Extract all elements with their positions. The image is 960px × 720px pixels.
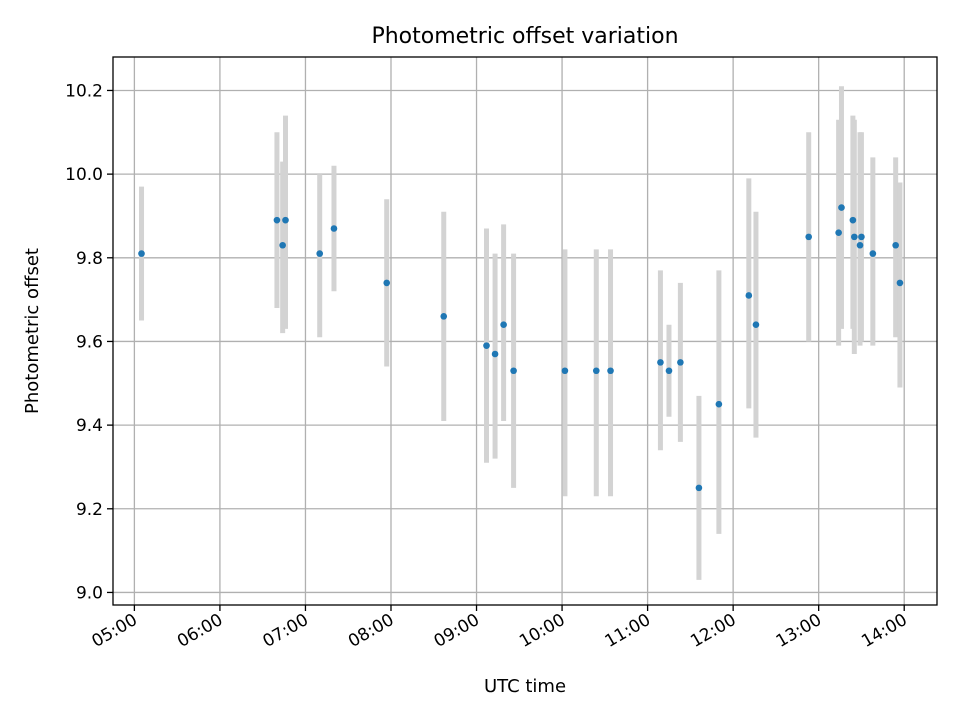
data-point bbox=[856, 241, 864, 249]
y-tick-label: 10.0 bbox=[65, 165, 103, 185]
data-point bbox=[805, 233, 812, 241]
data-point bbox=[383, 279, 391, 287]
y-tick-label: 10.2 bbox=[65, 81, 103, 101]
data-points bbox=[138, 204, 904, 492]
y-tick-label: 9.0 bbox=[76, 583, 103, 603]
y-tick-label: 9.2 bbox=[76, 500, 103, 520]
data-point bbox=[715, 400, 723, 408]
data-point bbox=[695, 484, 703, 492]
data-point bbox=[330, 225, 338, 232]
data-point bbox=[561, 367, 569, 375]
data-point bbox=[838, 204, 845, 211]
y-axis-label: Photometric offset bbox=[22, 248, 43, 414]
data-point bbox=[657, 359, 664, 366]
data-point bbox=[316, 250, 324, 257]
data-point bbox=[869, 250, 877, 257]
data-point bbox=[849, 216, 857, 224]
data-point bbox=[892, 241, 899, 249]
chart-title: Photometric offset variation bbox=[371, 24, 678, 49]
data-point bbox=[483, 342, 490, 349]
x-grid bbox=[133, 57, 905, 605]
plot-frame bbox=[112, 56, 938, 606]
y-tick-label: 9.8 bbox=[76, 249, 103, 269]
data-point bbox=[440, 313, 448, 320]
x-axis-label: UTC time bbox=[484, 676, 566, 697]
data-point bbox=[510, 367, 517, 375]
data-point bbox=[138, 250, 145, 257]
data-point bbox=[677, 359, 684, 366]
data-point bbox=[835, 229, 842, 236]
data-point bbox=[607, 367, 614, 375]
data-point bbox=[592, 367, 600, 375]
data-point bbox=[500, 321, 507, 329]
plot-area-background bbox=[113, 57, 937, 605]
data-point bbox=[491, 350, 499, 358]
data-point bbox=[896, 279, 904, 287]
data-point bbox=[752, 321, 760, 329]
data-point bbox=[745, 292, 753, 299]
data-point bbox=[279, 241, 286, 249]
y-tick-label: 9.6 bbox=[76, 332, 103, 352]
data-point bbox=[282, 216, 289, 224]
data-point bbox=[858, 233, 865, 241]
y-ticks: 9.0 9.2 9.4 9.6 9.8 10.0 10.2 bbox=[65, 81, 113, 603]
data-point bbox=[273, 216, 281, 224]
y-tick-label: 9.4 bbox=[76, 416, 103, 436]
data-point bbox=[851, 233, 858, 241]
data-point bbox=[665, 367, 673, 375]
y-grid bbox=[113, 89, 937, 594]
